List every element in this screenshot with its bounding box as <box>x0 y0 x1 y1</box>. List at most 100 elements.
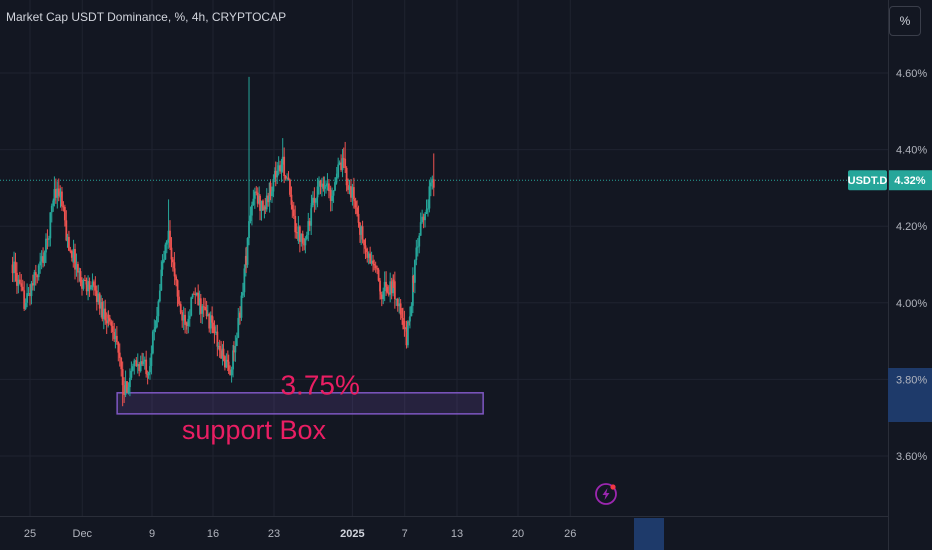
candle-body <box>185 322 188 327</box>
x-tick-label: 13 <box>451 528 463 540</box>
candle-body <box>382 291 385 300</box>
candle-body <box>307 221 310 235</box>
candle-body <box>181 312 184 321</box>
candle-body <box>95 290 98 302</box>
candle-body <box>84 279 86 281</box>
candle-body <box>213 326 216 334</box>
candle-body <box>359 222 361 235</box>
y-tick-label: 4.20% <box>896 221 927 233</box>
x-axis-ticks: 25 Dec 9 16 23 2025 7 13 20 26 <box>24 528 577 540</box>
candle-body <box>157 301 160 317</box>
candle-body <box>101 302 104 319</box>
candle-body <box>150 353 153 367</box>
candle-body <box>113 332 116 340</box>
candle-body <box>251 205 253 216</box>
x-tick-label: 23 <box>268 528 280 540</box>
candle-body <box>319 180 322 187</box>
candle-body <box>149 366 151 373</box>
x-tick-label: Dec <box>73 528 93 540</box>
percent-scale-button[interactable]: % <box>889 6 921 36</box>
candle-body <box>72 249 75 263</box>
support-box-layer[interactable] <box>116 392 484 415</box>
candle-body <box>337 164 340 178</box>
candle-body <box>363 239 365 246</box>
candle-body <box>408 321 411 323</box>
x-tick-label: 26 <box>564 528 576 540</box>
candle-body <box>303 243 306 246</box>
candle-body <box>65 220 68 241</box>
candle-body <box>267 195 270 203</box>
candle-body <box>78 271 81 273</box>
candle-body <box>151 331 154 354</box>
y-tick-label: 3.80% <box>896 374 927 386</box>
candle-body <box>147 372 150 376</box>
candles <box>11 76 435 407</box>
candle-body <box>398 303 401 307</box>
candle-body <box>82 279 85 289</box>
support-box[interactable] <box>116 392 484 415</box>
candle-body <box>139 361 142 371</box>
candle-body <box>335 177 338 179</box>
candle-body <box>70 250 73 258</box>
candle-body <box>234 345 237 353</box>
candle-body <box>91 281 94 288</box>
candle-body <box>66 236 69 241</box>
candle-body <box>367 253 370 258</box>
candle-body <box>47 238 50 240</box>
candle-body <box>143 359 146 362</box>
candle-body <box>97 293 100 302</box>
candle-body <box>57 188 60 196</box>
candle-body <box>370 260 373 264</box>
candle-body <box>211 315 214 323</box>
support-level-label[interactable]: 3.75% <box>280 370 359 401</box>
candle-body <box>123 385 126 395</box>
candle-body <box>114 335 117 340</box>
candle-body <box>386 286 389 293</box>
candle-body <box>43 252 46 263</box>
candle-body <box>169 230 171 248</box>
candle-body <box>156 316 158 328</box>
candle-body <box>160 269 163 291</box>
candle-body <box>190 297 193 316</box>
candle-body <box>59 191 62 197</box>
candle-body <box>411 275 414 306</box>
candle-body <box>205 310 208 317</box>
candle-body <box>354 201 357 208</box>
symbol-tag-label: USDT.D <box>848 175 888 187</box>
candle-body <box>63 206 66 221</box>
candle-body <box>105 320 108 324</box>
candle-body <box>242 292 244 296</box>
candle-body <box>277 165 280 171</box>
candle-body <box>290 194 293 205</box>
candle-body <box>350 186 352 198</box>
candle-body <box>239 312 241 318</box>
support-box-label[interactable]: support Box <box>182 415 327 445</box>
candle-body <box>387 292 390 295</box>
candle-body <box>415 247 418 261</box>
candle-body <box>301 233 304 244</box>
candle-body <box>39 261 42 266</box>
annotations[interactable]: 3.75% support Box <box>182 370 360 445</box>
candle-body <box>256 192 259 204</box>
candle-body <box>419 222 422 236</box>
candle-body <box>216 331 219 347</box>
candle-body <box>338 162 341 165</box>
candle-body <box>133 360 136 367</box>
candle-body <box>29 293 31 297</box>
candle-body <box>407 321 409 346</box>
candle-body <box>14 261 17 273</box>
candle-body <box>34 272 37 276</box>
candle-body <box>230 369 233 376</box>
candle-body <box>372 260 374 264</box>
candle-body <box>328 183 330 192</box>
candle-body <box>16 272 18 286</box>
highlight-price-range <box>888 368 932 422</box>
lightning-icon[interactable] <box>595 483 617 505</box>
candle-body <box>40 256 43 262</box>
candle-body <box>79 271 82 283</box>
candle-body <box>379 291 382 295</box>
candle-body <box>312 197 314 206</box>
